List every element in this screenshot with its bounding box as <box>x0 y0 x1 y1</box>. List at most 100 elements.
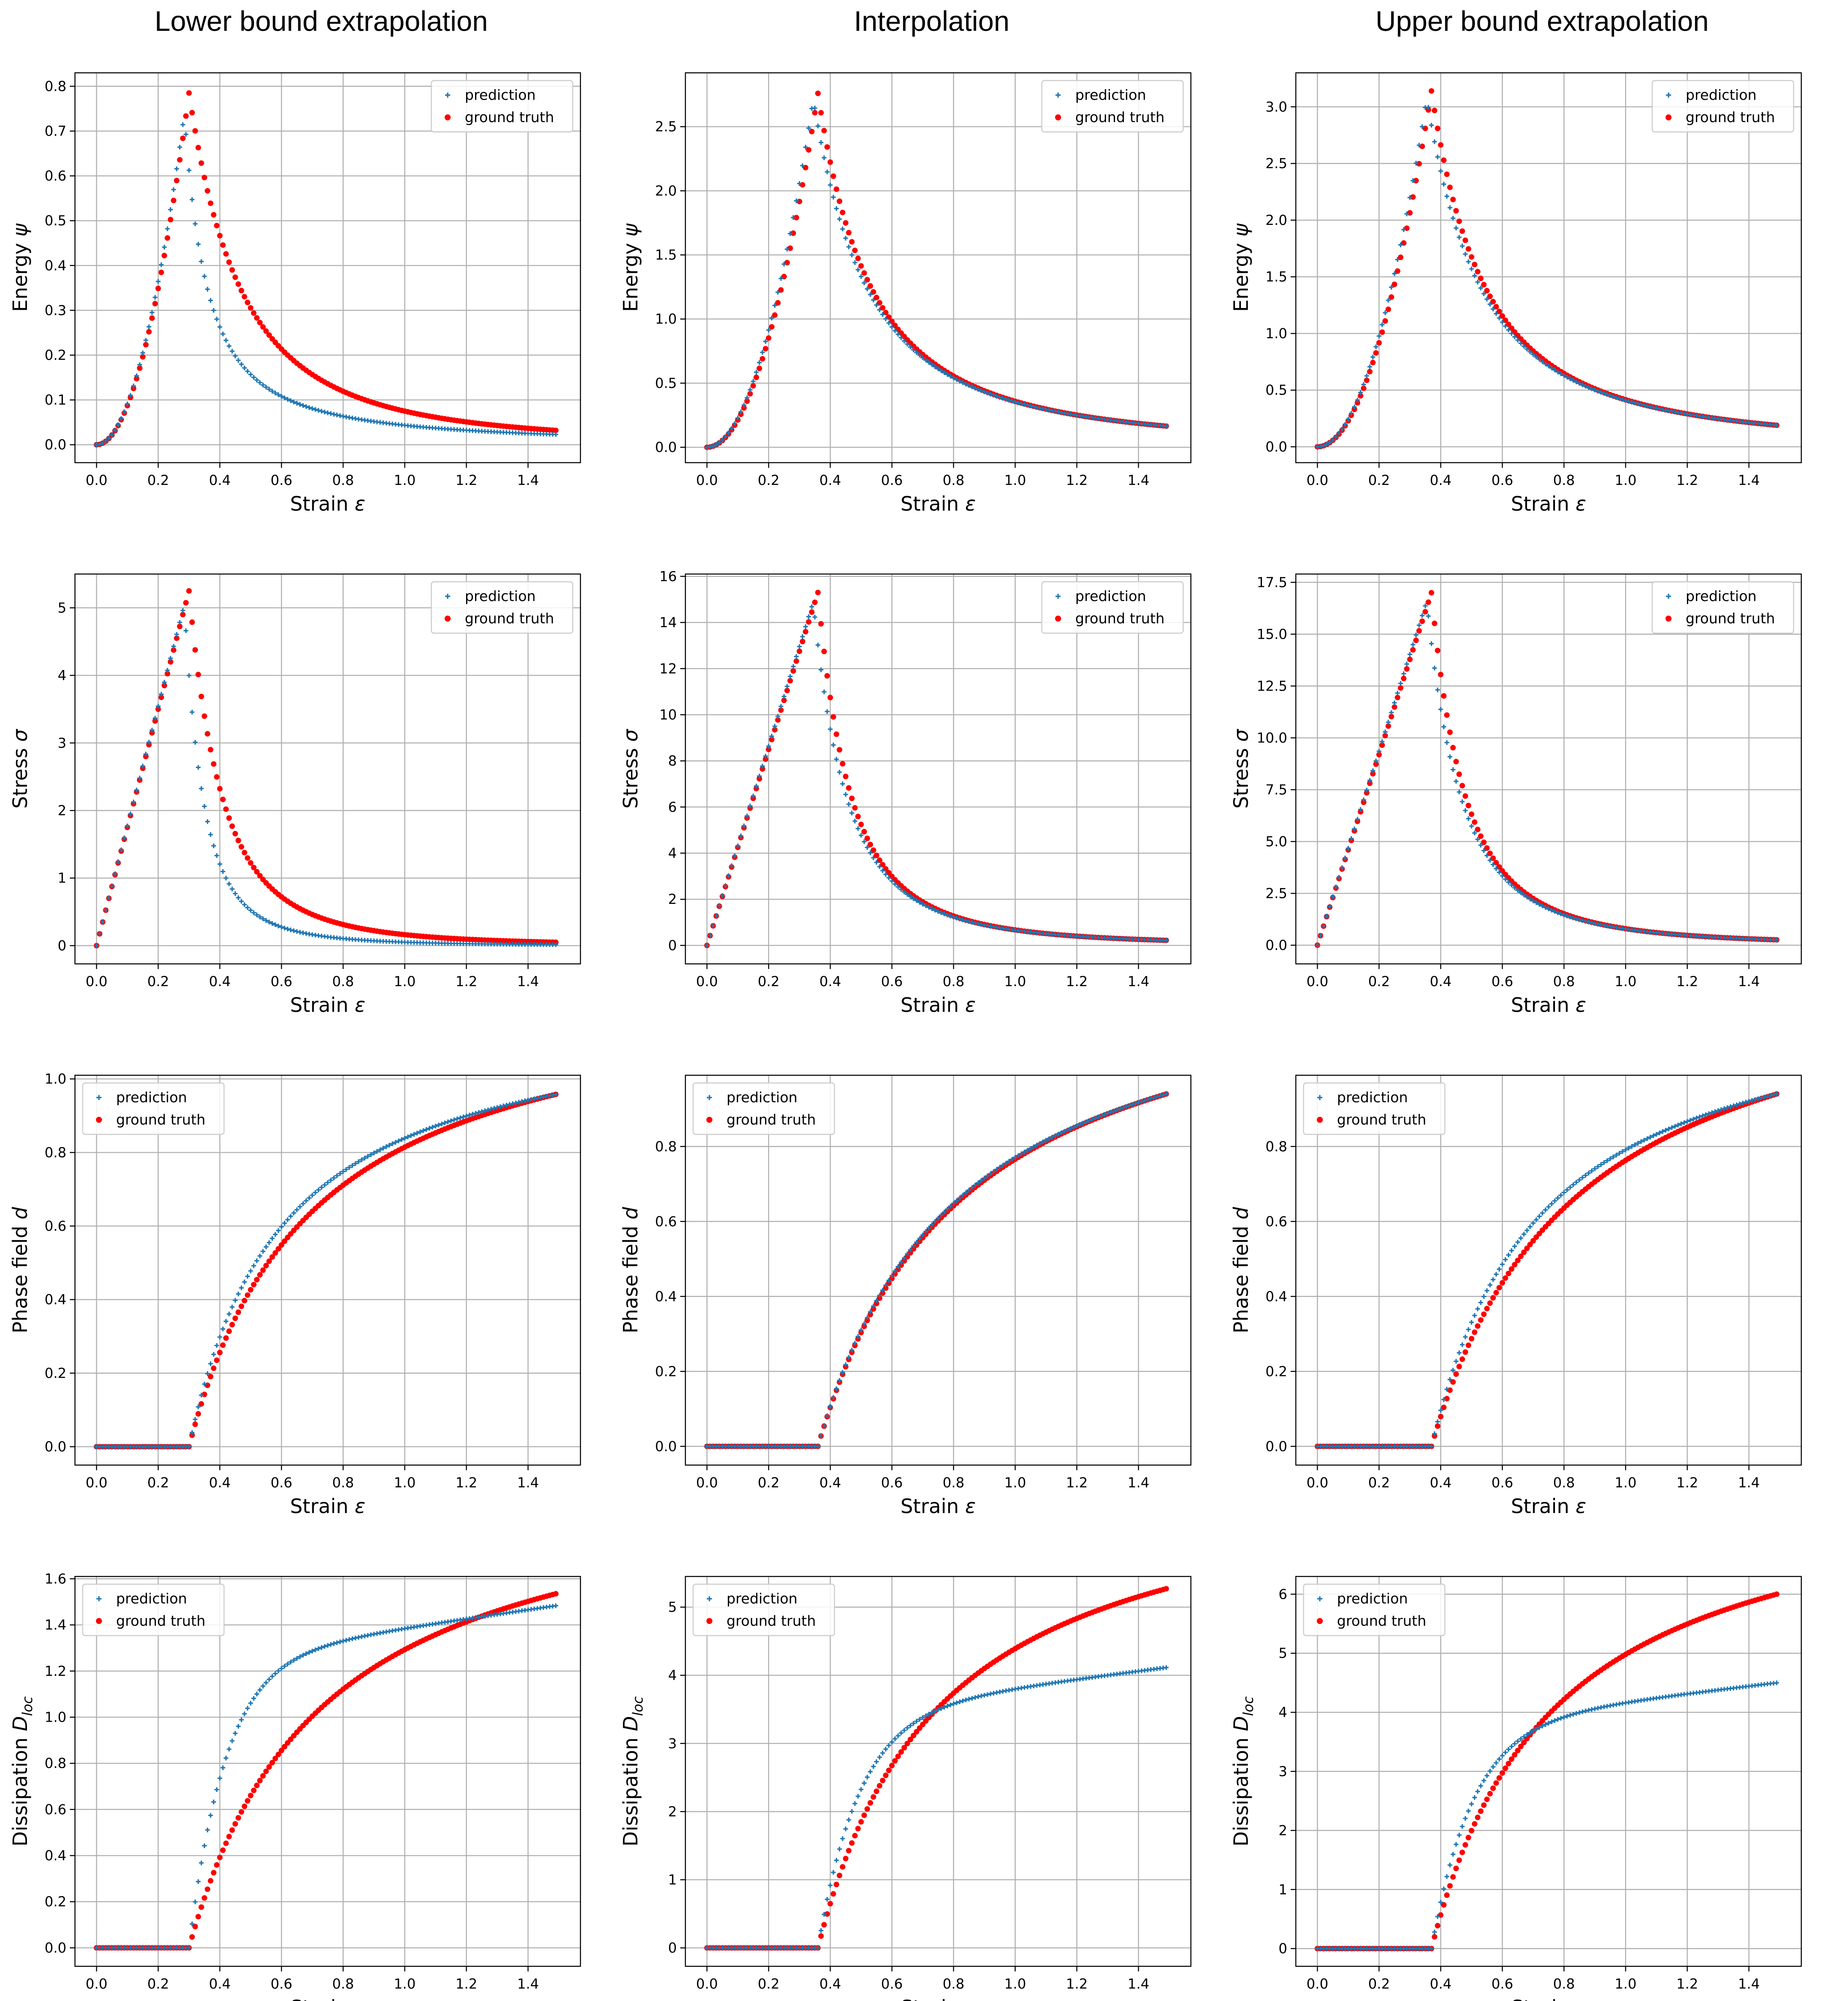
y-tick-label: 5.0 <box>1265 833 1287 849</box>
prediction-point <box>976 1180 981 1185</box>
ground-truth-point <box>1382 733 1388 739</box>
x-tick-label: 1.4 <box>1127 472 1149 488</box>
prediction-point <box>1438 1408 1443 1413</box>
prediction-point <box>1343 422 1348 427</box>
ground-truth-point <box>134 376 140 382</box>
x-tick-label: 0.0 <box>696 973 718 990</box>
x-tick-label: 0.8 <box>943 472 965 488</box>
prediction-point <box>1118 1106 1123 1111</box>
prediction-point <box>822 689 827 694</box>
x-tick-label: 0.4 <box>819 973 841 990</box>
ground-truth-point <box>266 332 272 338</box>
prediction-point <box>1611 394 1616 399</box>
ground-truth-point <box>217 1854 223 1860</box>
prediction-point <box>923 1229 928 1234</box>
prediction-point <box>316 408 321 413</box>
ground-truth-point <box>1527 1241 1533 1247</box>
prediction-point <box>1688 1118 1693 1123</box>
prediction-point <box>828 727 833 732</box>
prediction-point <box>1441 1397 1446 1402</box>
prediction-point <box>1481 1778 1486 1783</box>
prediction-point <box>1534 1217 1539 1222</box>
x-tick-label: 0.4 <box>209 1976 231 1992</box>
ground-truth-point <box>220 1847 226 1853</box>
legend-label-ground-truth: ground truth <box>1075 109 1165 126</box>
y-tick-label: 3 <box>1279 1763 1287 1780</box>
plus-icon <box>1666 93 1671 98</box>
gridlines <box>75 1075 580 1465</box>
ground-truth-point <box>266 1764 272 1770</box>
y-tick-label: 0.2 <box>1265 1363 1287 1379</box>
y-tick-label: 0.2 <box>655 1363 677 1379</box>
ground-truth-point <box>223 251 229 257</box>
prediction-point <box>1478 1783 1483 1789</box>
prediction-point <box>1349 836 1354 841</box>
ground-truth-point <box>254 1783 260 1789</box>
legend-box <box>1303 1082 1446 1135</box>
ground-truth-point <box>849 1840 855 1846</box>
dot-icon <box>706 1618 712 1624</box>
ground-truth-point <box>837 198 843 204</box>
y-tick-label: 0.8 <box>655 1138 677 1155</box>
prediction-point <box>775 290 780 295</box>
ground-truth-point <box>861 1323 867 1329</box>
plus-icon <box>707 1596 712 1601</box>
prediction-point <box>825 1413 830 1418</box>
prediction-point <box>269 1236 275 1241</box>
prediction-point <box>100 919 105 924</box>
prediction-point <box>279 394 284 399</box>
y-tick-label: 0.4 <box>45 257 66 274</box>
prediction-point <box>1065 1127 1070 1132</box>
prediction-point <box>877 1755 882 1760</box>
prediction-point <box>930 906 935 911</box>
y-tick-label: 17.5 <box>1257 574 1287 590</box>
prediction-point <box>1564 1714 1570 1719</box>
ground-truth-point <box>137 365 143 371</box>
prediction-point <box>1383 729 1388 734</box>
y-tick-label: 0.8 <box>45 1755 66 1771</box>
prediction-point <box>245 1706 250 1711</box>
prediction-point <box>1376 333 1382 338</box>
y-tick-label: 2 <box>668 1804 677 1820</box>
prediction-point <box>908 1247 913 1253</box>
prediction-point <box>936 909 941 914</box>
ground-truth-point <box>242 1804 248 1810</box>
ground-truth-point <box>220 242 226 248</box>
prediction-point <box>988 392 993 397</box>
prediction-point <box>300 1201 305 1206</box>
ground-truth-point <box>858 1819 864 1825</box>
prediction-point <box>945 1206 950 1211</box>
y-tick-label: 0.0 <box>45 1940 66 1956</box>
prediction-point <box>936 1216 941 1221</box>
x-axis-label-symbol: ε <box>965 492 976 515</box>
ground-truth-point <box>1407 210 1413 216</box>
prediction-point <box>1571 915 1576 921</box>
ground-truth-point <box>1447 729 1453 735</box>
x-tick-label: 1.2 <box>1676 472 1698 488</box>
prediction-point <box>177 620 182 625</box>
prediction-point <box>1340 427 1345 432</box>
prediction-point <box>1580 1709 1585 1714</box>
prediction-point <box>208 832 213 837</box>
prediction-point <box>103 439 108 444</box>
prediction-point <box>1487 858 1492 863</box>
prediction-point <box>1651 1133 1656 1138</box>
prediction-point <box>150 310 155 315</box>
ground-truth-point <box>1518 1253 1524 1259</box>
prediction-point <box>883 1283 888 1288</box>
y-tick-label: 0.0 <box>45 1439 66 1455</box>
prediction-point <box>1163 1092 1169 1097</box>
x-axis-label: Strain ε <box>900 993 976 1017</box>
prediction-point <box>1765 1094 1770 1099</box>
prediction-point <box>1758 1095 1764 1101</box>
prediction-point <box>180 608 185 613</box>
prediction-point <box>254 377 260 383</box>
ground-truth-point <box>167 217 173 223</box>
prediction-point <box>1518 890 1523 895</box>
ground-truth-point <box>211 1870 217 1876</box>
prediction-point <box>1549 1201 1554 1206</box>
prediction-point <box>1506 1747 1511 1752</box>
prediction-point <box>1552 1718 1557 1723</box>
prediction-point <box>726 431 731 436</box>
prediction-point <box>439 1122 444 1127</box>
